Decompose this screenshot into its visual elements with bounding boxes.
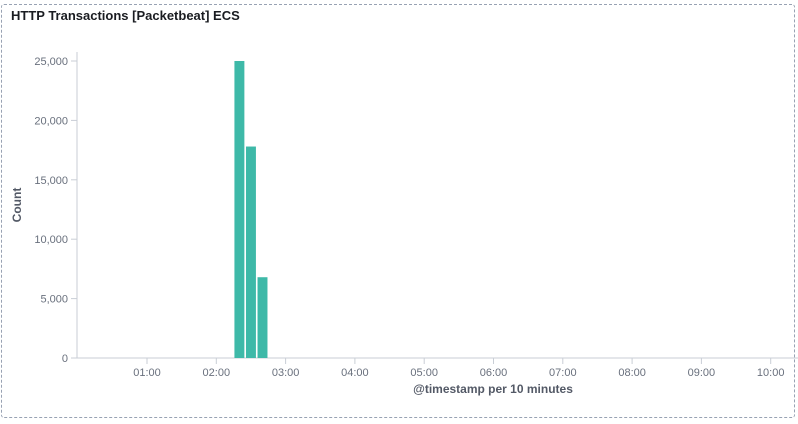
x-axis: 01:00 02:00 03:00 04:00 05:00 06:00 07:00 08:00…: [77, 357, 798, 379]
y-tick-label: 5,000: [40, 294, 68, 306]
x-tick-label: 10:00: [757, 367, 785, 379]
histogram-bar[interactable]: [234, 61, 245, 358]
x-tick-label: 07:00: [549, 367, 577, 379]
x-tick-label: 05:00: [410, 367, 438, 379]
y-tick-label: 15,000: [34, 175, 68, 187]
x-tick-label: 06:00: [480, 367, 508, 379]
x-tick-label: 01:00: [133, 367, 161, 379]
x-tick-label: 09:00: [688, 367, 716, 379]
panel-title[interactable]: HTTP Transactions [Packetbeat] ECS: [11, 8, 240, 23]
visualization-panel: [1, 4, 795, 418]
x-tick-label: 03:00: [272, 367, 300, 379]
y-tick-label: 10,000: [34, 234, 68, 246]
y-tick-label: 0: [62, 353, 68, 365]
x-tick-label: 04:00: [341, 367, 369, 379]
y-axis-title: Count: [10, 188, 24, 223]
histogram-bar[interactable]: [257, 277, 268, 358]
x-tick-label: 02:00: [203, 367, 231, 379]
y-tick-label: 20,000: [34, 115, 68, 127]
bars: [234, 61, 268, 358]
y-tick-label: 25,000: [34, 56, 68, 68]
y-axis: 0 5,000 10,000 15,000 20,000 25,000: [34, 52, 78, 365]
x-tick-label: 08:00: [618, 367, 646, 379]
x-axis-title: @timestamp per 10 minutes: [413, 382, 573, 396]
histogram-bar[interactable]: [245, 146, 256, 358]
